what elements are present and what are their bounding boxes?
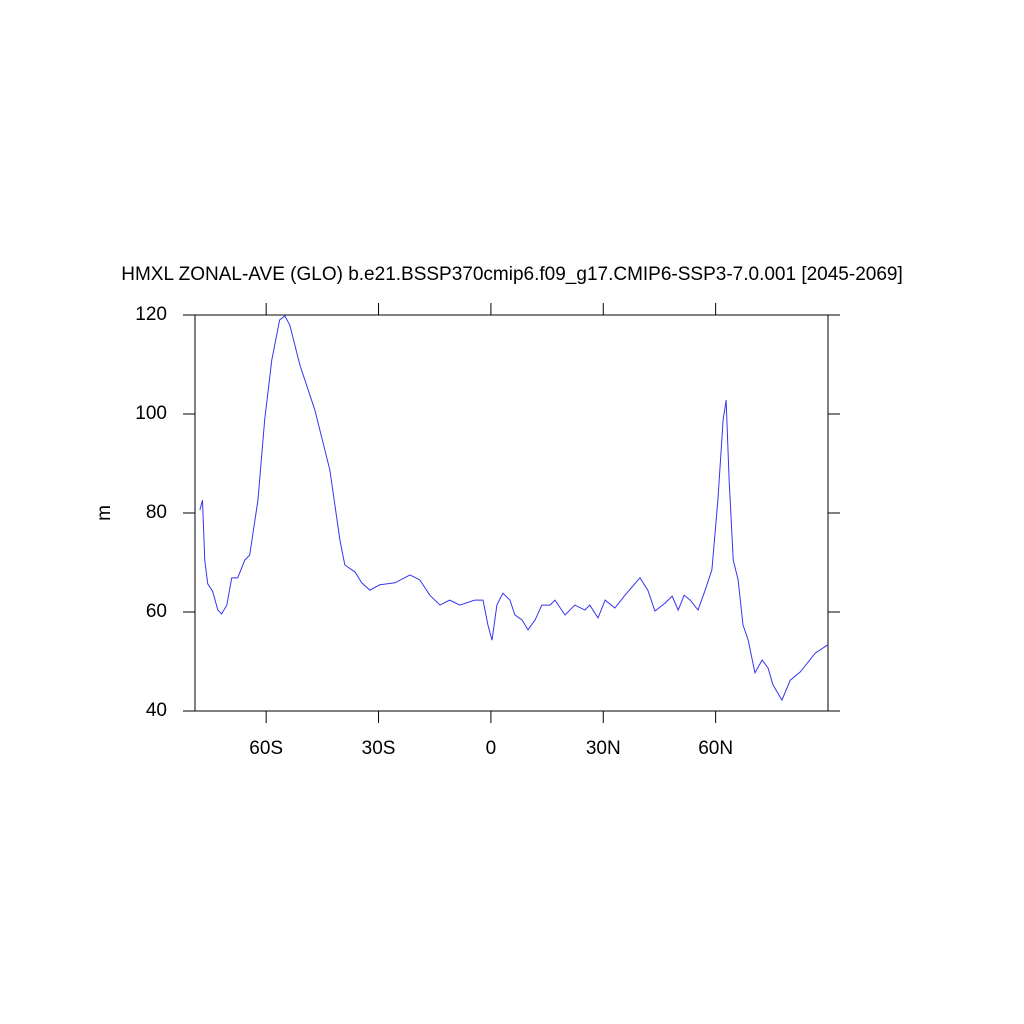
- y-tick-label: 40: [146, 700, 167, 721]
- chart-title: HMXL ZONAL-AVE (GLO) b.e21.BSSP370cmip6.…: [121, 264, 903, 285]
- data-line: [199, 315, 829, 702]
- x-tick-label: 30N: [586, 738, 621, 759]
- x-tick-label: 60S: [249, 738, 283, 759]
- y-tick-label: 60: [146, 601, 167, 622]
- x-tick-label: 0: [486, 738, 497, 759]
- y-tick-label: 80: [146, 502, 167, 523]
- x-tick-label: 60N: [698, 738, 733, 759]
- y-tick-label: 120: [135, 304, 167, 325]
- x-tick-label: 30S: [362, 738, 396, 759]
- y-tick-label: 100: [135, 403, 167, 424]
- y-axis-label: m: [94, 505, 115, 521]
- plot-frame: [194, 314, 829, 712]
